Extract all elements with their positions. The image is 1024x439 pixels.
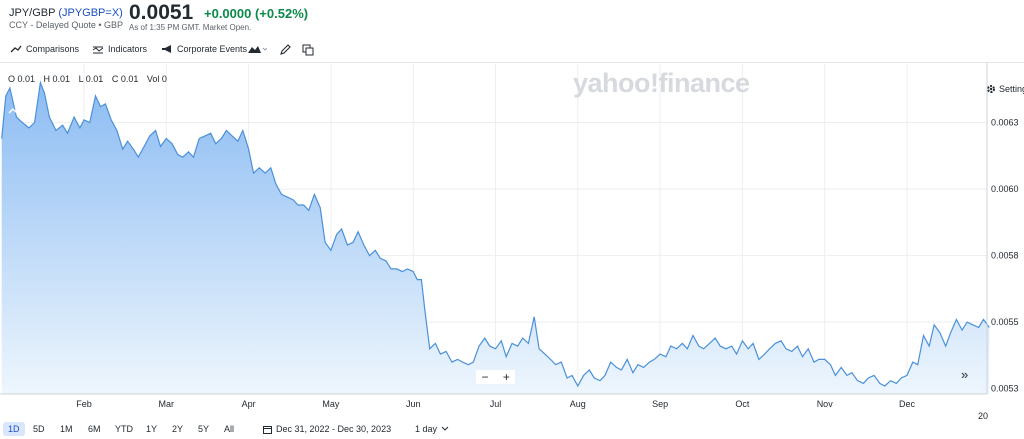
y-tick-label: 0.0060 bbox=[991, 184, 1019, 194]
range-all-button[interactable]: All bbox=[224, 424, 235, 434]
open-value: O 0.01 bbox=[8, 74, 36, 84]
calendar-icon bbox=[263, 425, 272, 434]
close-value: C 0.01 bbox=[111, 74, 139, 84]
y-axis-ticks: 0.0063 0.0060 0.0058 0.0055 0.0053 bbox=[991, 118, 1019, 394]
indicators-button[interactable]: Indicators bbox=[92, 44, 147, 54]
chart-type-dropdown[interactable] bbox=[247, 44, 267, 54]
price-chart[interactable]: 0.0063 0.0060 0.0058 0.0055 0.0053 Feb Mar Apr… bbox=[0, 62, 1024, 420]
range-6m-button[interactable]: 6M bbox=[88, 424, 101, 434]
zoom-in-button[interactable]: + bbox=[502, 370, 510, 384]
volume-value: Vol 0 bbox=[146, 74, 167, 84]
area-fill bbox=[1, 82, 990, 394]
x-tick-label: Feb bbox=[76, 399, 92, 409]
corporate-events-label: Corporate Events bbox=[177, 44, 248, 54]
x-tick-label: Jun bbox=[406, 399, 421, 409]
high-value: H 0.01 bbox=[43, 74, 71, 84]
megaphone-icon bbox=[162, 45, 171, 53]
indicators-label: Indicators bbox=[108, 44, 148, 54]
symbol-name: JPY/GBP bbox=[9, 7, 56, 19]
range-bar: 1D 5D 1M 6M YTD 1Y 2Y 5Y All Dec 31, 202… bbox=[0, 420, 1024, 439]
range-5d-button[interactable]: 5D bbox=[33, 424, 45, 434]
quote-source: CCY - Delayed Quote • GBP bbox=[9, 20, 124, 30]
ticker-link[interactable]: (JPYGBP=X) bbox=[58, 7, 123, 19]
gear-icon bbox=[987, 85, 995, 93]
layers-button[interactable] bbox=[302, 44, 314, 56]
x-year-label: 20 bbox=[978, 411, 988, 420]
y-tick-label: 0.0055 bbox=[991, 317, 1019, 327]
date-range-label: Dec 31, 2022 - Dec 30, 2023 bbox=[276, 424, 392, 434]
ohlc-readout: O 0.01 H 0.01 L 0.01 C 0.01 Vol 0 bbox=[8, 74, 173, 84]
price-change: +0.0000 (+0.52%) bbox=[204, 6, 309, 21]
range-2y-button[interactable]: 2Y bbox=[172, 424, 184, 434]
corporate-events-button[interactable]: Corporate Events bbox=[161, 44, 247, 54]
interval-label: 1 day bbox=[415, 424, 438, 434]
comparisons-icon bbox=[10, 45, 22, 53]
pencil-icon bbox=[280, 44, 291, 55]
date-range-picker[interactable]: Dec 31, 2022 - Dec 30, 2023 bbox=[258, 422, 396, 436]
x-tick-label: Nov bbox=[817, 399, 834, 409]
y-tick-label: 0.0058 bbox=[991, 251, 1019, 261]
settings-button[interactable]: Settings bbox=[986, 84, 1024, 94]
low-value: L 0.01 bbox=[78, 74, 104, 84]
x-tick-label: Mar bbox=[159, 399, 175, 409]
x-tick-label: May bbox=[322, 399, 340, 409]
yahoo-finance-watermark: yahoo!finance bbox=[573, 68, 750, 98]
quote-header: JPY/GBP (JPYGBP=X) CCY - Delayed Quote •… bbox=[0, 0, 1024, 38]
zoom-controls: − + bbox=[476, 370, 516, 384]
y-tick-label: 0.0063 bbox=[991, 118, 1019, 128]
comparisons-button[interactable]: Comparisons bbox=[10, 44, 79, 54]
indicators-icon bbox=[92, 46, 104, 54]
x-tick-label: Sep bbox=[652, 399, 668, 409]
market-status: As of 1:35 PM GMT. Market Open. bbox=[129, 23, 252, 32]
collapse-chevron-icon[interactable] bbox=[8, 107, 18, 114]
comparisons-label: Comparisons bbox=[26, 44, 80, 54]
x-tick-label: Oct bbox=[735, 399, 750, 409]
zoom-out-button[interactable]: − bbox=[481, 370, 489, 384]
range-1d-button[interactable]: 1D bbox=[3, 422, 25, 436]
x-axis-ticks: Feb Mar Apr May Jun Jul Aug Sep Oct Nov Dec 20 bbox=[76, 399, 988, 420]
symbol-title: JPY/GBP (JPYGBP=X) bbox=[9, 7, 123, 19]
scroll-to-latest-button[interactable]: » bbox=[961, 367, 969, 382]
copy-icon bbox=[302, 44, 314, 56]
x-tick-label: Apr bbox=[242, 399, 256, 409]
draw-button[interactable] bbox=[279, 44, 291, 56]
x-tick-label: Dec bbox=[899, 399, 916, 409]
x-tick-label: Aug bbox=[570, 399, 586, 409]
chart-toolbar: Comparisons Indicators Corporate Events … bbox=[0, 40, 1024, 94]
range-5y-button[interactable]: 5Y bbox=[198, 424, 210, 434]
x-tick-label: Jul bbox=[490, 399, 502, 409]
price-line bbox=[1, 80, 990, 388]
range-1y-button[interactable]: 1Y bbox=[146, 424, 158, 434]
y-tick-label: 0.0053 bbox=[991, 384, 1019, 394]
settings-label: Settings bbox=[999, 84, 1024, 94]
current-price: 0.0051 bbox=[129, 1, 194, 24]
range-1m-button[interactable]: 1M bbox=[60, 424, 73, 434]
chevron-down-icon bbox=[441, 426, 449, 431]
mountain-chart-icon bbox=[248, 46, 267, 53]
range-ytd-button[interactable]: YTD bbox=[115, 424, 133, 434]
interval-dropdown[interactable]: 1 day bbox=[410, 422, 454, 436]
